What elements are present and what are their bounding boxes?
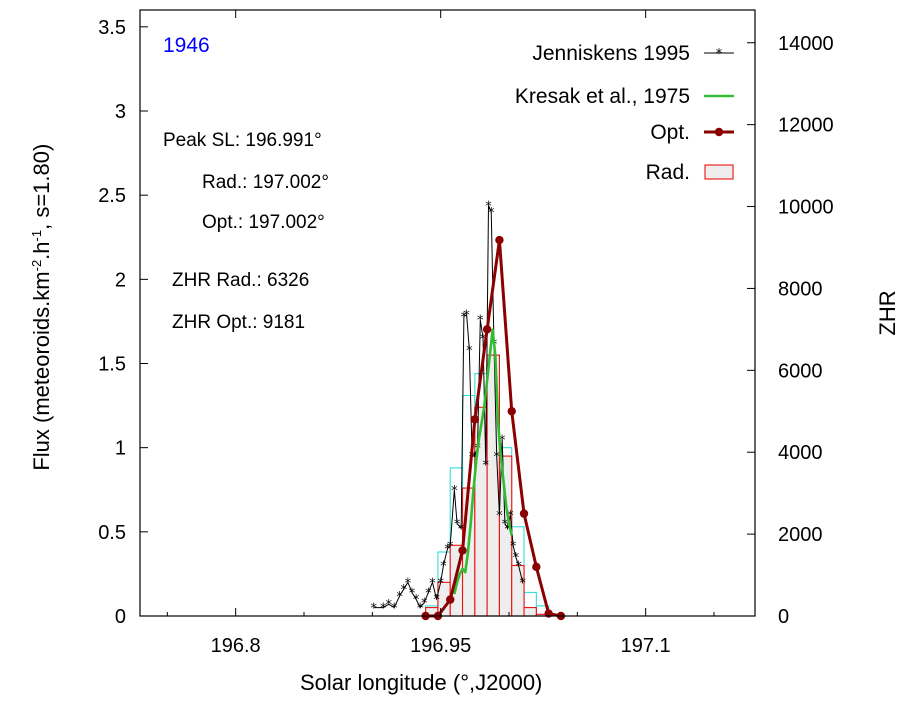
y-left-tick-label: 1	[115, 438, 126, 460]
jenniskens-point: *	[405, 576, 412, 591]
y-left-tick-label: 3	[115, 101, 126, 123]
annotation-zhr-rad: ZHR Rad.: 6326	[172, 270, 310, 291]
jenniskens-point: *	[370, 602, 377, 617]
opt-point	[470, 415, 480, 424]
legend-marker-jenniskens: *	[716, 47, 723, 62]
y-left-tick-label: 1.5	[98, 354, 126, 376]
x-tick-label: 197.1	[621, 635, 671, 657]
jenniskens-point: *	[429, 576, 436, 591]
jenniskens-point: *	[421, 597, 428, 612]
opt-point	[532, 562, 541, 572]
y-right-tick-label: 12000	[778, 115, 834, 137]
jenniskens-point: *	[515, 560, 522, 575]
jenniskens-point: *	[433, 593, 440, 608]
y-left-label-part: .h	[29, 241, 55, 260]
jenniskens-point: *	[513, 551, 520, 566]
jenniskens-point: *	[499, 433, 506, 448]
y-right-tick-label: 10000	[778, 197, 834, 219]
y-left-tick-label: 2	[115, 269, 126, 291]
y-axis-right-label: ZHR	[875, 290, 900, 336]
year-label: 1946	[163, 34, 210, 57]
jenniskens-point: *	[496, 509, 503, 524]
y-left-tick-label: 0.5	[98, 522, 126, 544]
jenniskens-point: *	[519, 576, 526, 591]
jenniskens-point: *	[437, 576, 444, 591]
jenniskens-point: *	[461, 310, 468, 325]
jenniskens-line	[373, 205, 524, 609]
tick-layer: 196.8 196.95 197.1 0 0.5 1 1.5 2 2.5 3 3.5 0 2000 400…	[98, 10, 834, 657]
y-right-tick-label: 2000	[778, 524, 823, 546]
legend-swatch-rad	[704, 164, 734, 180]
series-layer: * ***************************************…	[370, 199, 566, 621]
opt-point	[458, 546, 467, 555]
jenniskens-point: *	[493, 450, 500, 465]
jenniskens-point: *	[385, 598, 392, 613]
jenniskens-point: *	[454, 517, 461, 532]
opt-point	[482, 325, 492, 334]
annotation-rad-sl: Rad.: 197.002°	[202, 172, 329, 193]
jenniskens-point: *	[480, 332, 487, 347]
jenniskens-point: *	[447, 539, 454, 554]
y-axis-left-label: Flux (meteoroids.km-2.h-1, s=1.80)	[29, 112, 55, 502]
opt-point	[519, 509, 529, 518]
kresak-line	[453, 328, 513, 595]
y-left-tick-label: 2.5	[98, 185, 126, 207]
annotation-peak-sl: Peak SL: 196.991°	[163, 130, 322, 151]
jenniskens-point: *	[458, 522, 465, 537]
jenniskens-point: *	[409, 586, 416, 601]
legend-label: Rad.	[646, 161, 690, 184]
legend-label: Opt.	[650, 121, 690, 144]
legend: Jenniskens 1995 * Kresak et al., 1975 Opt. R…	[515, 42, 734, 184]
opt-point	[495, 235, 504, 245]
y-left-label-exp: -2	[28, 259, 44, 272]
legend-marker-opt	[714, 127, 724, 137]
annotation-zhr-opt: ZHR Opt.: 9181	[172, 312, 306, 333]
legend-label: Jenniskens 1995	[532, 42, 690, 65]
y-left-tick-label: 0	[115, 606, 126, 628]
jenniskens-point: *	[451, 484, 458, 499]
annotation-opt-sl: Opt.: 197.002°	[202, 212, 325, 233]
y-left-label-part: Flux (meteoroids.km	[29, 271, 55, 471]
jenniskens-point: *	[477, 314, 484, 329]
y-right-tick-label: 14000	[778, 33, 834, 55]
jenniskens-point: *	[391, 602, 398, 617]
jenniskens-point: *	[413, 593, 420, 608]
jenniskens-point: *	[380, 602, 387, 617]
y-right-tick-label: 6000	[778, 360, 823, 382]
rad-bin-bar	[523, 607, 537, 617]
jenniskens-point: *	[425, 586, 432, 601]
jenniskens-point: *	[440, 560, 447, 575]
y-left-tick-label: 3.5	[98, 17, 126, 39]
y-right-tick-label: 0	[778, 606, 789, 628]
opt-point	[507, 407, 516, 416]
x-tick-label: 196.8	[211, 635, 261, 657]
jenniskens-point: *	[463, 309, 470, 324]
y-left-label-part: , s=1.80)	[29, 143, 55, 230]
jenniskens-point: *	[472, 450, 479, 465]
x-axis-label: Solar longitude (°,J2000)	[300, 670, 543, 695]
jenniskens-point: *	[502, 517, 509, 532]
legend-label: Kresak et al., 1975	[515, 85, 690, 108]
jenniskens-point: *	[483, 459, 490, 474]
jenniskens-point: *	[504, 522, 511, 537]
jenniskens-point: *	[466, 344, 473, 359]
y-left-label-exp: -1	[28, 229, 44, 242]
jenniskens-point: *	[488, 206, 495, 221]
plot-frame	[139, 9, 756, 617]
jenniskens-point: *	[396, 590, 403, 605]
x-tick-label: 196.95	[410, 635, 471, 657]
y-right-tick-label: 8000	[778, 278, 823, 300]
jenniskens-point: *	[485, 199, 492, 214]
y-right-tick-label: 4000	[778, 442, 823, 464]
jenniskens-point: *	[417, 602, 424, 617]
jenniskens-point: *	[444, 543, 451, 558]
jenniskens-point: *	[401, 583, 408, 598]
opt-point	[446, 595, 455, 604]
histogram-layer	[425, 354, 550, 617]
jenniskens-point: *	[507, 509, 514, 524]
jenniskens-point: *	[510, 539, 517, 554]
